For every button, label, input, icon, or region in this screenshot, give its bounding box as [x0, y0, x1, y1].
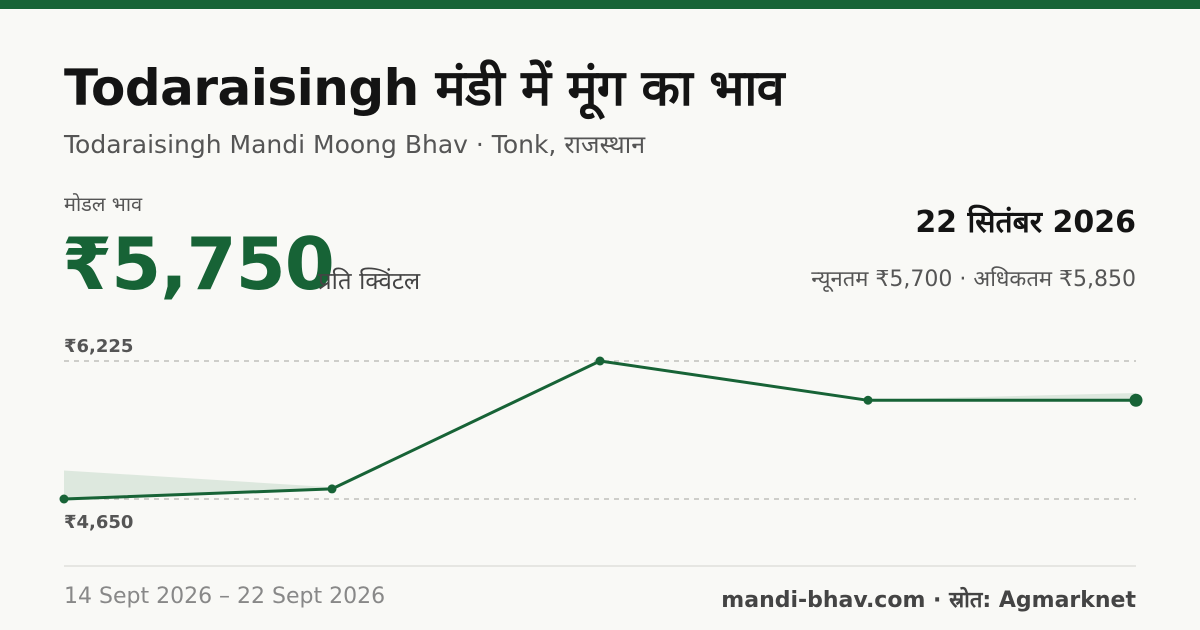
- modal-price-label: मोडल भाव: [64, 192, 143, 216]
- source-name: स्रोत: Agmarknet: [949, 588, 1136, 613]
- min-max-band: [64, 361, 1136, 501]
- date-range-footer: 14 Sept 2026 – 22 Sept 2026: [64, 584, 386, 609]
- y-tick-min: ₹4,650: [64, 512, 133, 533]
- credit-separator: ·: [925, 588, 950, 613]
- site-name: mandi-bhav.com: [721, 588, 926, 613]
- data-point-3: [595, 356, 605, 366]
- data-point-2: [327, 484, 337, 494]
- footer-divider: [64, 565, 1136, 567]
- top-accent-bar: [0, 0, 1200, 9]
- price-date: 22 सितंबर 2026: [915, 205, 1136, 240]
- price-unit: प्रति क्विंटल: [318, 267, 421, 295]
- data-point-4: [863, 395, 873, 405]
- price-range: न्यूनतम ₹5,700 · अधिकतम ₹5,850: [811, 267, 1136, 292]
- modal-price-line: [63, 359, 1136, 501]
- modal-price-value: ₹5,750: [62, 222, 335, 306]
- page-title: Todaraisingh मंडी में मूंग का भाव: [64, 59, 785, 117]
- data-point-5: [1129, 393, 1143, 407]
- data-point-1: [59, 494, 69, 504]
- source-credit: mandi-bhav.com · स्रोत: Agmarknet: [721, 584, 1136, 614]
- page-subtitle: Todaraisingh Mandi Moong Bhav · Tonk, रा…: [64, 130, 646, 159]
- y-tick-max: ₹6,225: [64, 336, 133, 357]
